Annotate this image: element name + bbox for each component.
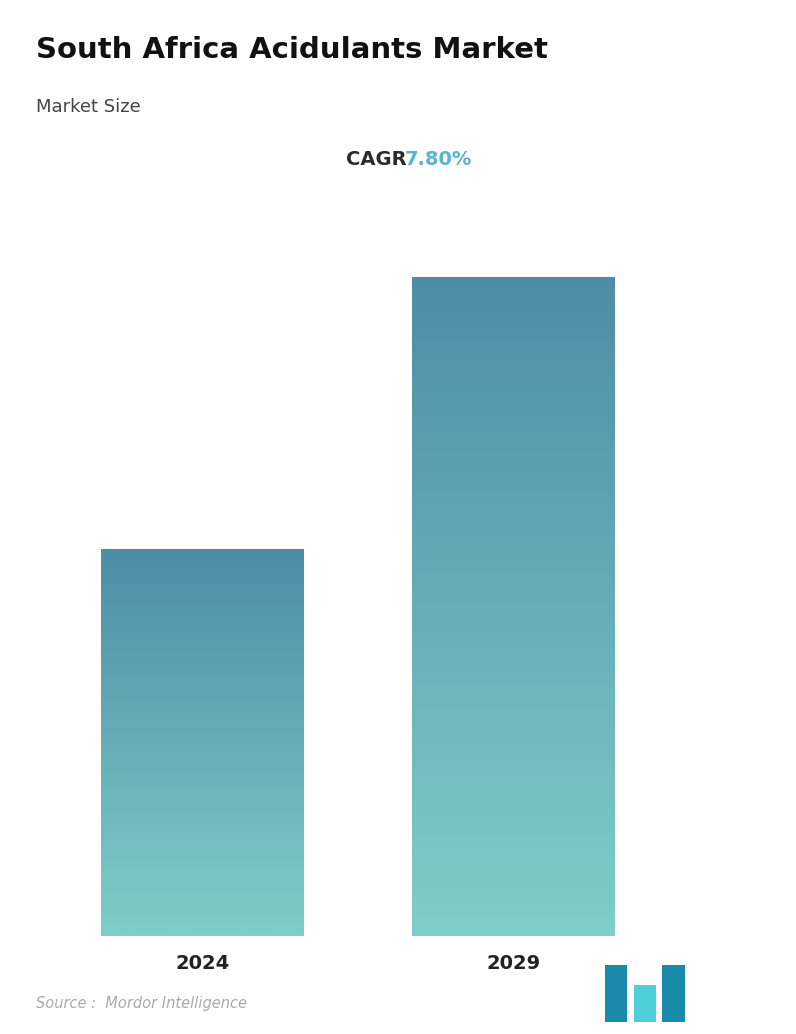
Text: South Africa Acidulants Market: South Africa Acidulants Market: [36, 36, 548, 64]
Text: 2024: 2024: [176, 954, 230, 973]
Text: CAGR: CAGR: [346, 150, 407, 169]
Text: Source :  Mordor Intelligence: Source : Mordor Intelligence: [36, 996, 247, 1011]
Text: Market Size: Market Size: [36, 98, 141, 116]
Text: 7.80%: 7.80%: [404, 150, 472, 169]
Text: 2029: 2029: [486, 954, 540, 973]
